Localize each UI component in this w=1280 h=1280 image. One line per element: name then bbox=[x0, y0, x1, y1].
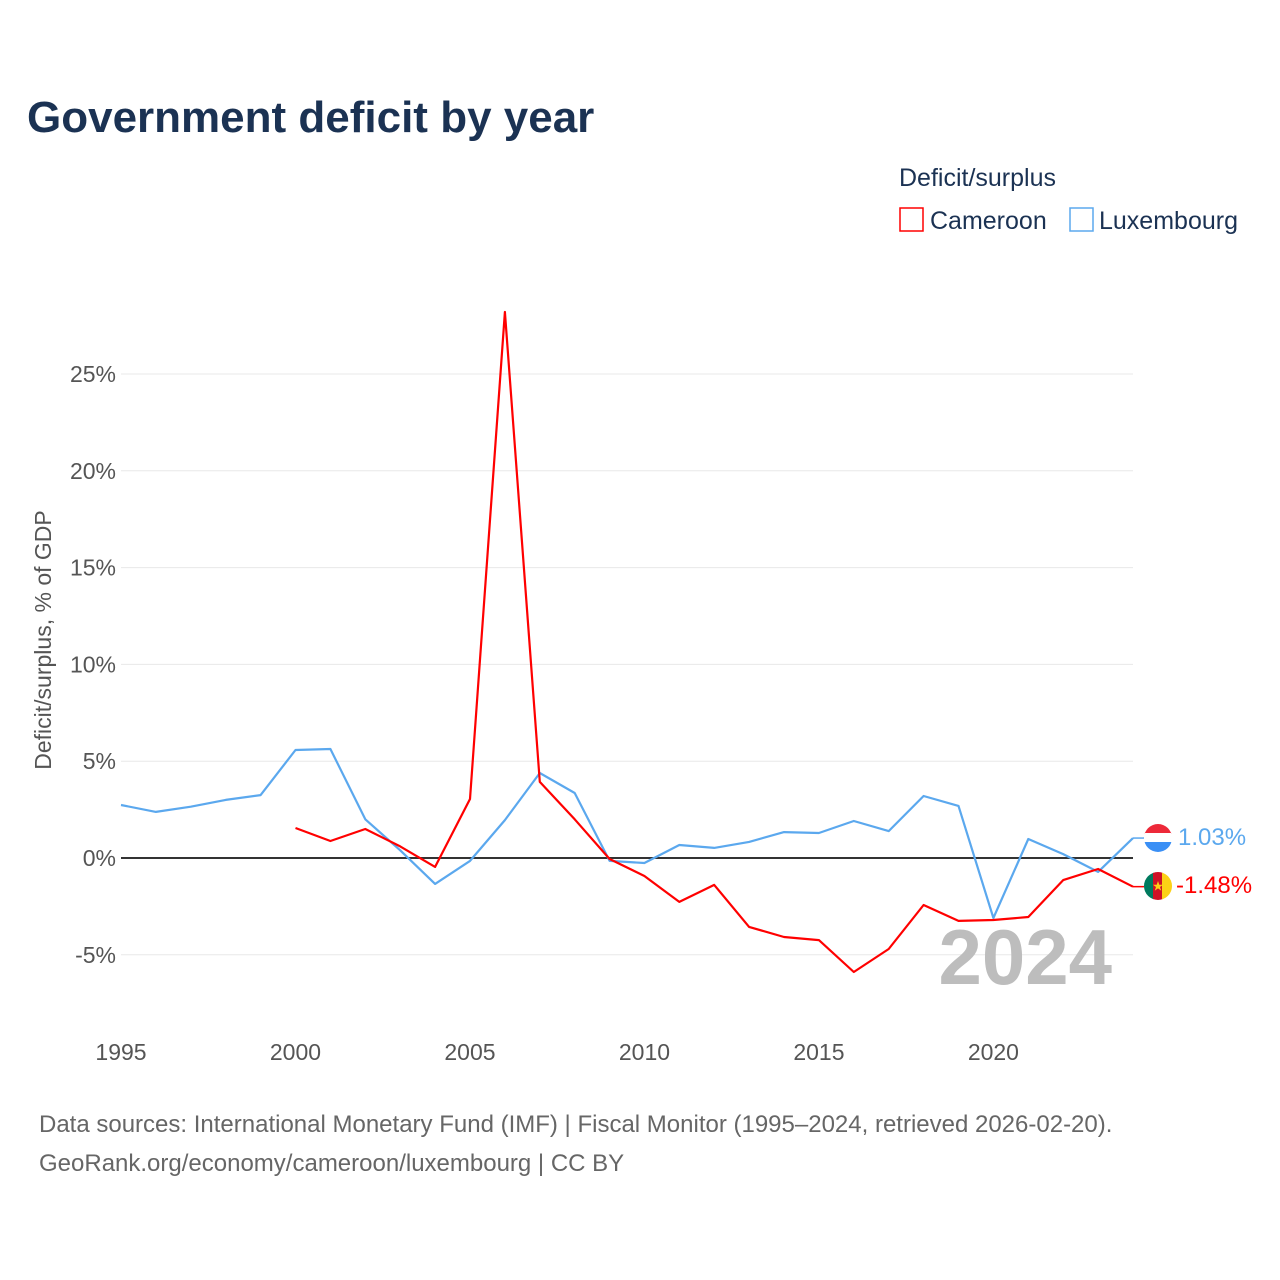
y-tick-label: 15% bbox=[70, 555, 116, 581]
legend-label-cameroon[interactable]: Cameroon bbox=[930, 207, 1047, 235]
y-axis-ticks: -5% 0% 5% 10% 15% 20% 25% bbox=[70, 361, 116, 968]
end-label-luxembourg: 1.03% bbox=[1178, 824, 1246, 851]
source-line-1: Data sources: International Monetary Fun… bbox=[39, 1111, 1112, 1138]
chart-title: Government deficit by year bbox=[27, 93, 594, 142]
series-line-luxembourg bbox=[120, 747, 1134, 920]
x-tick-label: 2000 bbox=[270, 1039, 321, 1065]
y-axis-label: Deficit/surplus, % of GDP bbox=[30, 510, 56, 769]
x-tick-label: 2010 bbox=[619, 1039, 670, 1065]
flag-luxembourg-icon bbox=[1144, 824, 1172, 852]
legend-label-luxembourg[interactable]: Luxembourg bbox=[1099, 207, 1238, 235]
legend-title: Deficit/surplus bbox=[899, 164, 1056, 192]
series-lines bbox=[120, 310, 1144, 974]
y-tick-label: 0% bbox=[83, 845, 116, 871]
x-axis-ticks: 1995 2000 2005 2010 2015 2020 bbox=[95, 1039, 1019, 1065]
x-tick-label: 2015 bbox=[793, 1039, 844, 1065]
series-line-cameroon bbox=[295, 310, 1134, 974]
x-tick-label: 1995 bbox=[95, 1039, 146, 1065]
y-tick-label: 25% bbox=[70, 361, 116, 387]
y-tick-label: 5% bbox=[83, 748, 116, 774]
y-tick-label: 20% bbox=[70, 458, 116, 484]
source-line-2[interactable]: GeoRank.org/economy/cameroon/luxembourg … bbox=[39, 1150, 624, 1177]
gridlines bbox=[121, 373, 1133, 956]
legend: Deficit/surplus Cameroon Luxembourg bbox=[899, 164, 1238, 235]
legend-swatch-luxembourg[interactable] bbox=[1069, 207, 1094, 232]
year-watermark: 2024 bbox=[938, 913, 1112, 1001]
flag-cameroon-icon bbox=[1144, 872, 1172, 900]
y-tick-label: 10% bbox=[70, 651, 116, 677]
legend-swatch-cameroon[interactable] bbox=[899, 207, 924, 232]
end-label-cameroon: -1.48% bbox=[1176, 872, 1252, 899]
x-tick-label: 2005 bbox=[444, 1039, 495, 1065]
x-tick-label: 2020 bbox=[968, 1039, 1019, 1065]
y-tick-label: -5% bbox=[75, 942, 116, 968]
